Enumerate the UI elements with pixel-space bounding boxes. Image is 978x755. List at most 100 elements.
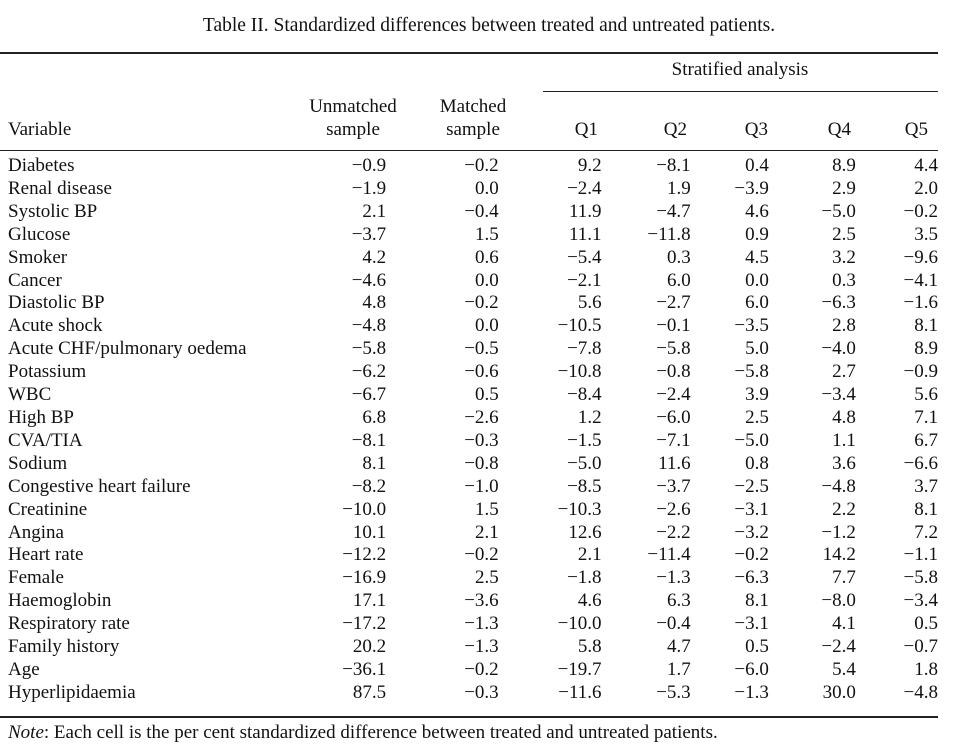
table-row: Diabetes −0.9 −0.2 9.2 −8.1 0.4 8.9 4.4 [0, 155, 938, 178]
variable-header: Variable [8, 119, 72, 140]
table-row: Haemoglobin 17.1 −3.6 4.6 6.3 8.1 −8.0 −3.4 [0, 590, 938, 613]
value-cell: −0.2 [464, 155, 499, 176]
value-cell: 7.1 [914, 406, 938, 428]
value-cell: 5.4 [832, 658, 856, 680]
value-cell: −6.3 [821, 292, 856, 314]
value-cell: 4.8 [362, 292, 387, 314]
value-cell: 2.5 [745, 406, 769, 428]
variable-cell: CVA/TIA [8, 429, 83, 451]
value-cell: −1.8 [567, 567, 602, 589]
variable-cell: Diastolic BP [8, 292, 105, 314]
table-caption: Table II. Standardized differences betwe… [202, 15, 776, 36]
value-cell: 0.0 [474, 269, 499, 291]
value-cell: −7.8 [567, 338, 602, 360]
value-cell: −17.2 [342, 613, 387, 635]
value-cell: 2.7 [832, 361, 856, 383]
value-cell: 8.9 [832, 155, 856, 176]
variable-cell: Hyperlipidaemia [8, 681, 136, 703]
value-cell: 8.1 [362, 452, 387, 474]
table-row: Cancer −4.6 0.0 −2.1 6.0 0.0 0.3 −4.1 [0, 270, 938, 293]
value-cell: −3.7 [351, 223, 387, 245]
value-cell: 2.9 [832, 177, 856, 199]
variable-cell: Potassium [8, 361, 87, 383]
value-cell: 1.5 [474, 498, 499, 520]
value-cell: 0.6 [474, 246, 499, 268]
value-cell: −0.6 [464, 361, 499, 383]
value-cell: −2.4 [567, 177, 602, 199]
value-cell: −1.0 [464, 475, 499, 497]
stratified-analysis-header: Stratified analysis [671, 59, 809, 80]
value-cell: −11.8 [647, 223, 691, 245]
variable-cell: Acute CHF/pulmonary oedema [8, 338, 247, 360]
value-cell: −4.8 [903, 681, 938, 703]
value-cell: 4.6 [577, 590, 602, 612]
value-cell: 2.2 [832, 498, 856, 520]
value-cell: −3.9 [734, 177, 769, 199]
value-cell: −5.8 [351, 338, 387, 360]
value-cell: −16.9 [342, 567, 387, 589]
value-cell: 0.5 [474, 384, 499, 406]
value-cell: −8.5 [567, 475, 602, 497]
value-cell: −5.0 [821, 200, 856, 222]
value-cell: −3.1 [734, 613, 769, 635]
value-cell: −0.5 [464, 338, 499, 360]
q1-header: Q1 [574, 119, 598, 140]
header-rule [0, 150, 938, 151]
value-cell: −3.4 [903, 590, 938, 612]
value-cell: 2.1 [362, 200, 387, 222]
value-cell: −4.0 [821, 338, 856, 360]
value-cell: −5.0 [734, 429, 769, 451]
value-cell: −1.5 [567, 429, 602, 451]
table-row: Sodium 8.1 −0.8 −5.0 11.6 0.8 3.6 −6.6 [0, 453, 938, 476]
value-cell: 3.2 [832, 246, 856, 268]
value-cell: −2.4 [821, 636, 856, 658]
value-cell: −3.4 [821, 384, 856, 406]
value-cell: 0.8 [745, 452, 769, 474]
value-cell: −2.1 [567, 269, 602, 291]
value-cell: −4.8 [351, 315, 387, 337]
table-row: Systolic BP 2.1 −0.4 11.9 −4.7 4.6 −5.0 −0.2 [0, 201, 938, 224]
variable-cell: Creatinine [8, 498, 88, 520]
value-cell: 6.0 [745, 292, 769, 314]
value-cell: 4.7 [666, 636, 691, 658]
value-cell: 2.5 [474, 567, 499, 589]
value-cell: 11.6 [658, 452, 691, 474]
value-cell: 2.0 [914, 177, 938, 199]
value-cell: −5.3 [656, 681, 691, 703]
variable-cell: Respiratory rate [8, 613, 130, 635]
value-cell: −6.7 [351, 384, 387, 406]
value-cell: −6.2 [351, 361, 387, 383]
value-cell: 4.2 [362, 246, 387, 268]
variable-cell: WBC [8, 384, 52, 406]
value-cell: 2.1 [474, 521, 499, 543]
value-cell: −1.3 [464, 636, 499, 658]
table-row: Diastolic BP 4.8 −0.2 5.6 −2.7 6.0 −6.3 −1.6 [0, 292, 938, 315]
value-cell: −11.6 [558, 681, 602, 703]
table-row: Age −36.1 −0.2 −19.7 1.7 −6.0 5.4 1.8 [0, 659, 938, 682]
value-cell: −5.8 [656, 338, 691, 360]
value-cell: −6.0 [734, 658, 769, 680]
value-cell: −5.8 [734, 361, 769, 383]
value-cell: −1.3 [464, 613, 499, 635]
table-note: Note: Each cell is the per cent standard… [8, 722, 718, 744]
value-cell: 9.2 [577, 155, 602, 176]
table-row: WBC −6.7 0.5 −8.4 −2.4 3.9 −3.4 5.6 [0, 384, 938, 407]
variable-cell: Family history [8, 636, 120, 658]
matched-header-line2: sample [446, 119, 500, 140]
value-cell: −1.6 [903, 292, 938, 314]
value-cell: −5.4 [567, 246, 602, 268]
value-cell: 0.5 [745, 636, 769, 658]
value-cell: 2.8 [832, 315, 856, 337]
value-cell: −2.6 [656, 498, 691, 520]
value-cell: −7.1 [656, 429, 691, 451]
value-cell: 1.2 [577, 406, 602, 428]
table-row: Smoker 4.2 0.6 −5.4 0.3 4.5 3.2 −9.6 [0, 247, 938, 270]
top-rule [0, 52, 938, 54]
value-cell: −1.3 [656, 567, 691, 589]
value-cell: −36.1 [342, 658, 387, 680]
value-cell: −10.8 [557, 361, 602, 383]
value-cell: 5.6 [577, 292, 602, 314]
value-cell: −1.2 [821, 521, 856, 543]
value-cell: −2.2 [656, 521, 691, 543]
